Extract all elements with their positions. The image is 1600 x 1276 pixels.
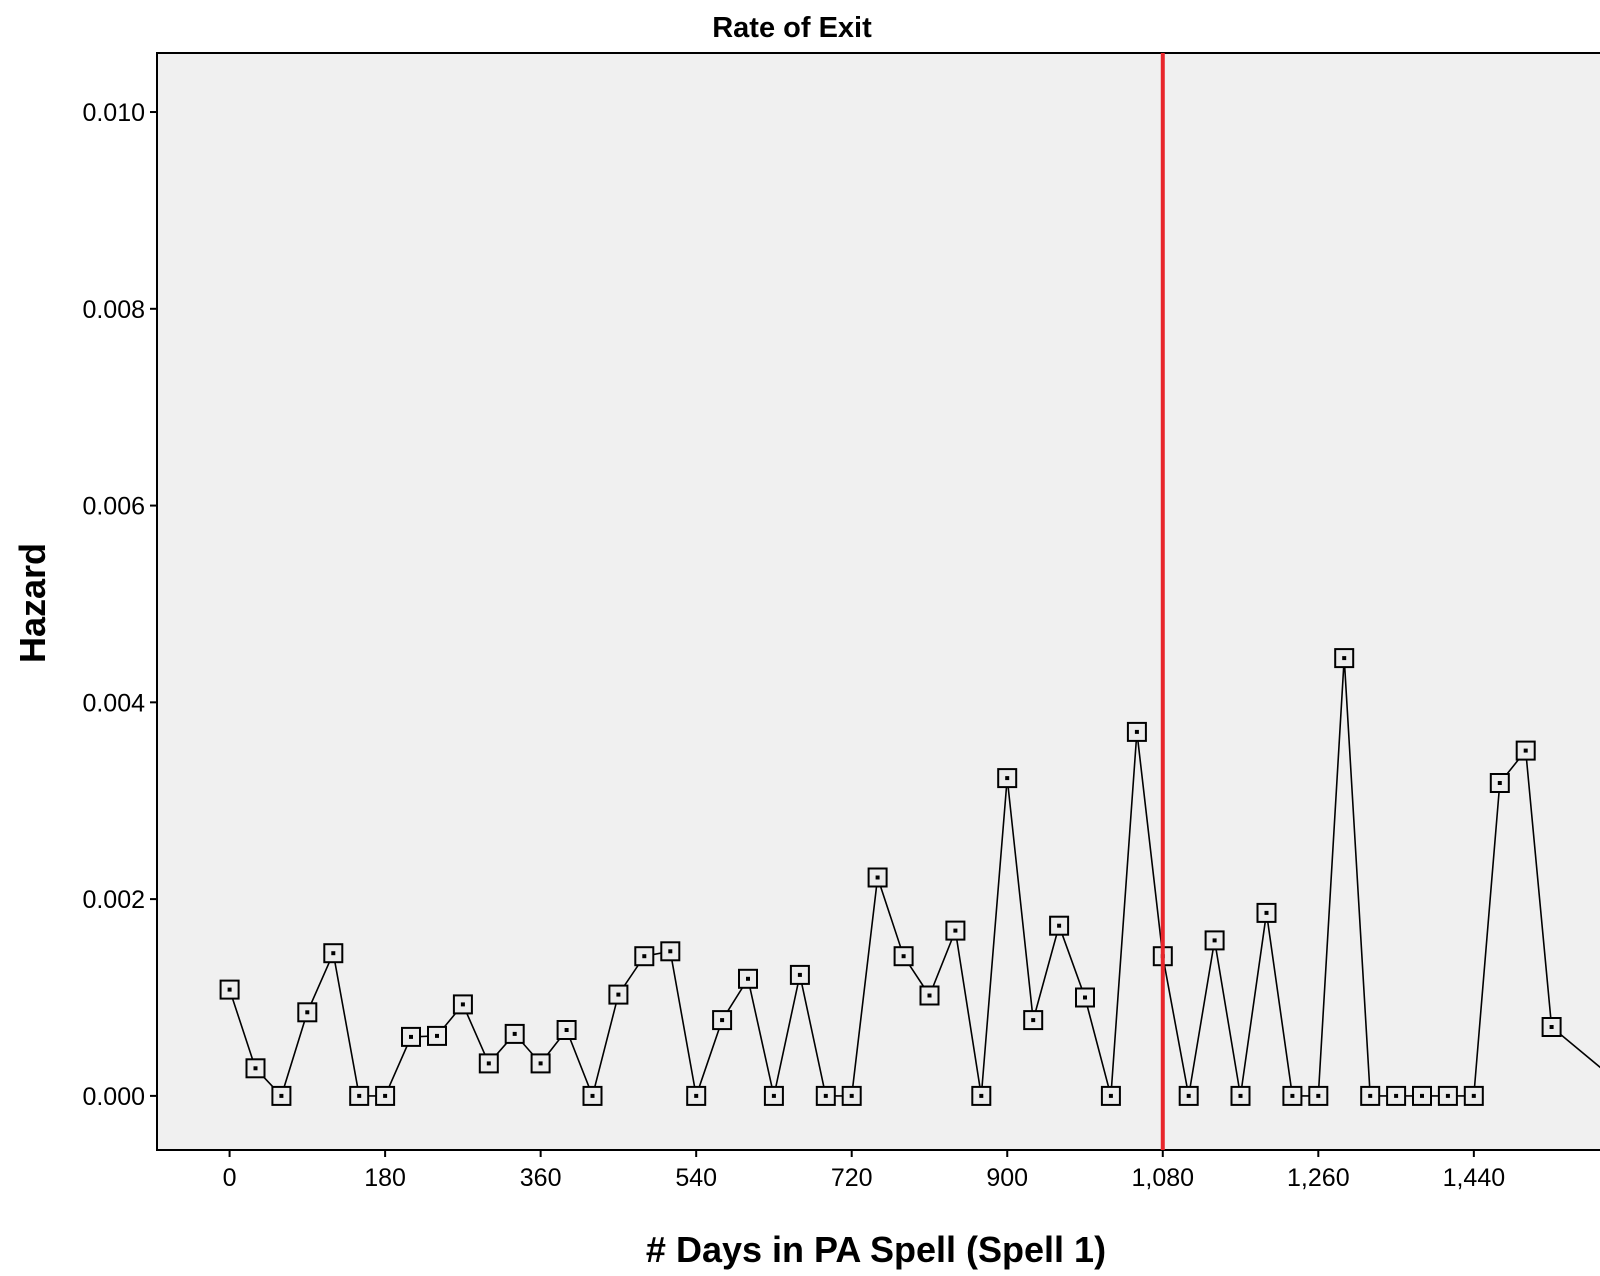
data-point-center — [1420, 1093, 1424, 1098]
data-point-center — [590, 1093, 595, 1098]
data-point-center — [1057, 923, 1062, 928]
y-tick-label: 0.004 — [82, 689, 145, 717]
hazard-series-markers — [219, 648, 1562, 1106]
data-point-center — [668, 949, 673, 954]
x-axis-label: # Days in PA Spell (Spell 1) — [646, 1229, 1106, 1270]
x-tick-label: 1,080 — [1131, 1164, 1194, 1192]
data-point-center — [1342, 656, 1347, 661]
data-point-center — [1212, 938, 1217, 943]
x-tick-label: 540 — [675, 1164, 717, 1192]
data-point-center — [1394, 1093, 1399, 1098]
data-point-center — [1005, 776, 1010, 781]
x-tick-label: 1,260 — [1287, 1164, 1350, 1192]
x-tick-label: 900 — [986, 1164, 1028, 1192]
data-point-center — [253, 1066, 258, 1071]
y-axis: 0.000 0.002 0.004 0.006 0.008 0.010 — [82, 99, 157, 1111]
data-point-center — [1186, 1093, 1191, 1098]
data-point-center — [357, 1093, 362, 1098]
data-point-center — [771, 1093, 776, 1098]
data-point-center — [720, 1018, 725, 1023]
data-point-center — [797, 972, 802, 977]
data-point-center — [1264, 910, 1269, 915]
chart-title: Rate of Exit — [712, 12, 872, 44]
data-point-center — [849, 1093, 854, 1098]
data-point-center — [279, 1093, 284, 1098]
data-point-center — [409, 1034, 413, 1039]
data-point-center — [1290, 1093, 1295, 1098]
data-point-center — [460, 1002, 465, 1007]
data-point-center — [1108, 1093, 1113, 1098]
data-point-center — [1497, 781, 1502, 785]
x-tick-label: 360 — [520, 1164, 562, 1192]
data-point-center — [1549, 1025, 1554, 1029]
data-point-center — [305, 1010, 310, 1015]
data-point-center — [1471, 1093, 1476, 1098]
data-point-center — [435, 1033, 439, 1038]
data-point-center — [512, 1031, 517, 1036]
data-point-center — [1445, 1093, 1450, 1098]
y-tick-label: 0.008 — [82, 296, 145, 324]
y-axis-label: Hazard — [12, 543, 53, 663]
data-point-center — [564, 1028, 569, 1032]
data-point-center — [823, 1093, 828, 1098]
data-point-center — [1523, 748, 1528, 753]
data-point-center — [927, 993, 932, 998]
y-tick-label: 0.000 — [82, 1083, 145, 1111]
plot-area — [156, 52, 1600, 1151]
data-point-center — [616, 992, 621, 997]
y-tick-label: 0.006 — [82, 493, 145, 521]
data-point-center — [1031, 1018, 1036, 1023]
data-point-center — [1083, 995, 1087, 1000]
data-point-center — [1316, 1093, 1321, 1098]
y-tick-label: 0.002 — [82, 886, 145, 914]
data-point-center — [694, 1093, 699, 1098]
data-point-center — [383, 1093, 388, 1098]
y-tick-label: 0.010 — [82, 99, 145, 127]
data-point-center — [331, 951, 336, 956]
data-point-center — [1368, 1093, 1373, 1098]
data-point-center — [642, 954, 647, 959]
data-point-center — [1134, 729, 1139, 734]
data-point-center — [953, 928, 958, 933]
data-point-center — [538, 1061, 543, 1066]
x-tick-label: 0 — [223, 1164, 237, 1192]
data-point-center — [979, 1093, 984, 1098]
data-point-center — [486, 1061, 491, 1066]
x-tick-label: 720 — [831, 1164, 873, 1192]
x-axis: 0 180 360 540 720 900 1,080 1,260 1,440 — [223, 1150, 1505, 1192]
data-point-center — [227, 987, 232, 992]
data-point-center — [1238, 1093, 1243, 1098]
x-tick-label: 1,440 — [1443, 1164, 1506, 1192]
data-point-center — [901, 954, 906, 959]
data-point-center — [875, 875, 880, 880]
x-tick-label: 180 — [364, 1164, 406, 1192]
data-point-center — [746, 976, 750, 981]
